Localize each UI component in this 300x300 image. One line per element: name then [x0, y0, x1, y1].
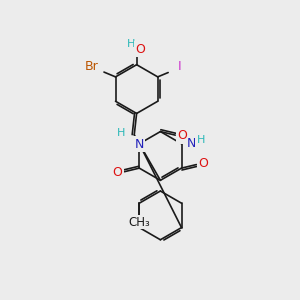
Text: O: O [177, 129, 187, 142]
Text: H: H [127, 40, 136, 50]
Text: O: O [136, 43, 146, 56]
Text: H: H [196, 135, 205, 145]
Text: H: H [117, 128, 125, 138]
Text: O: O [198, 158, 208, 170]
Text: Br: Br [84, 60, 98, 73]
Text: N: N [135, 138, 144, 151]
Text: N: N [187, 137, 196, 150]
Text: O: O [113, 166, 122, 179]
Text: CH₃: CH₃ [128, 216, 150, 229]
Text: I: I [177, 60, 181, 73]
